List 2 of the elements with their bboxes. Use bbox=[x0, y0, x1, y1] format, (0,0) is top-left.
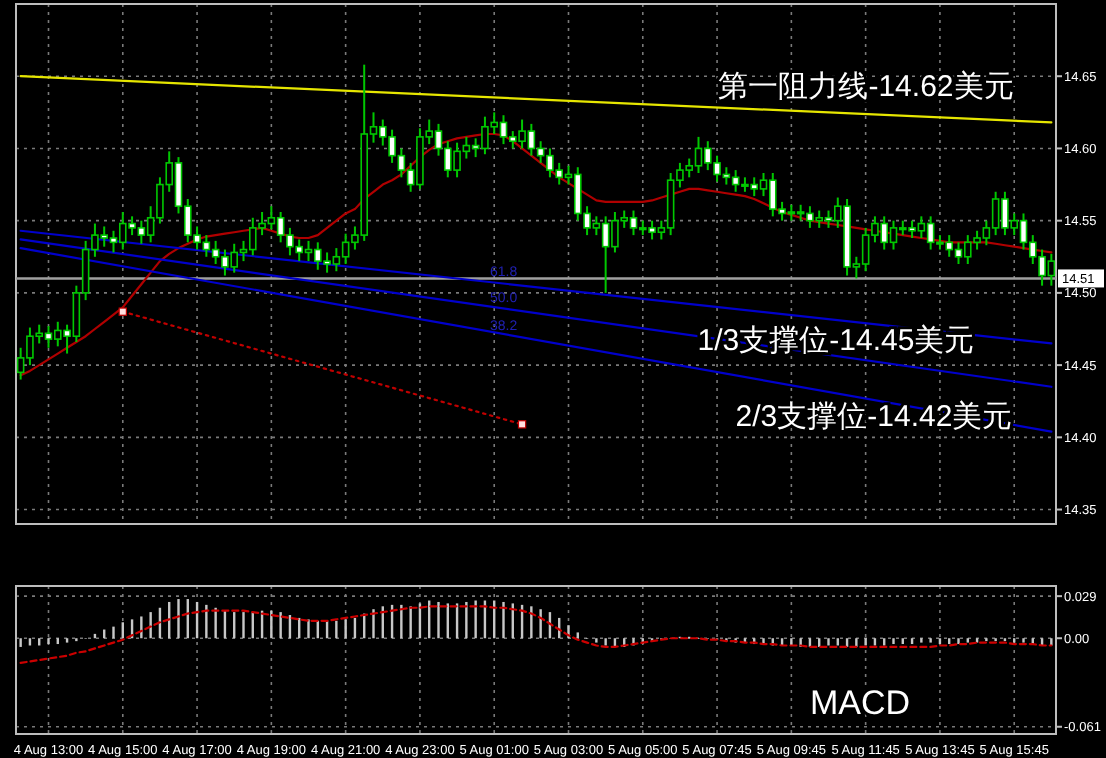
annotation: 第一阻力线-14.62美元 bbox=[718, 70, 1014, 104]
annotation: MACD bbox=[809, 684, 911, 722]
